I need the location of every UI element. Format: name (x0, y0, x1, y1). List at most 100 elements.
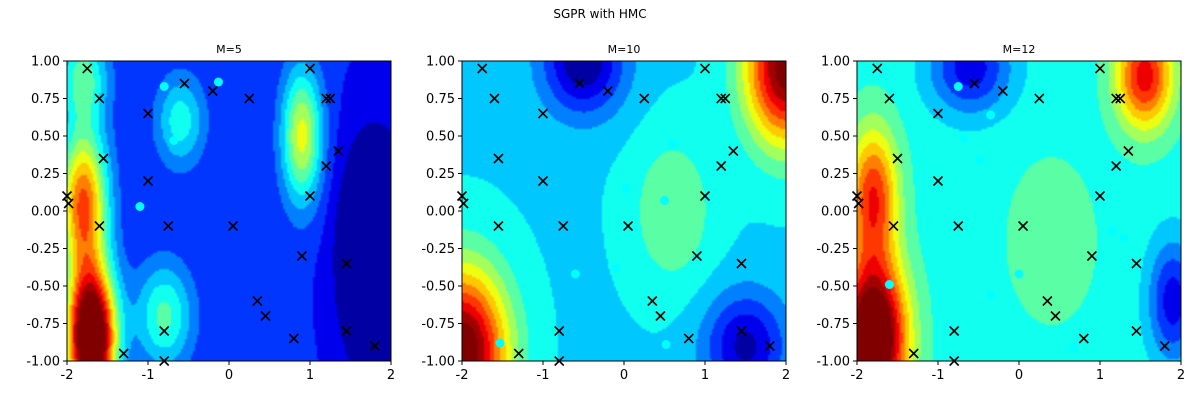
y-tick-label: 0.00 (426, 205, 455, 220)
data-point-marker (142, 175, 154, 187)
data-point-marker (537, 175, 549, 187)
y-tick-label: 0.50 (31, 130, 60, 145)
data-point-marker (853, 198, 864, 209)
subplot-2: M=10 -2 -1 0 1 2 -1.00 -0.75 -0.50 -0.25 0.00 0.25 0… (421, 43, 790, 383)
y-tick-label: -0.50 (421, 280, 455, 295)
y-tick-label: 0.00 (31, 205, 60, 220)
data-point-marker (1042, 295, 1053, 307)
data-point-marker (321, 160, 332, 172)
data-point-marker (908, 348, 919, 359)
x-tick-label: 1 (1096, 368, 1104, 383)
data-point-marker (639, 93, 650, 104)
subplot-panels: M=5 -2 -1 0 1 2 -1.00 -0.75 -0.50 -0.25 0.00 0.25 0.… (26, 43, 1185, 383)
data-point-marker (1034, 93, 1045, 104)
data-point-marker (699, 63, 711, 74)
data-point-marker (716, 93, 727, 104)
contour-field (67, 61, 391, 361)
data-point-marker (252, 295, 263, 307)
x-tick-label: 2 (387, 368, 395, 383)
x-tick-label: 1 (701, 368, 709, 383)
subplot-1: M=5 -2 -1 0 1 2 -1.00 -0.75 -0.50 -0.25 0.00 0.25 0.… (26, 43, 395, 383)
y-tick-label: 0.00 (821, 205, 850, 220)
data-point-marker (953, 220, 964, 232)
data-point-marker (94, 220, 105, 232)
inducing-point-marker (1068, 343, 1078, 352)
data-point-marker (691, 250, 702, 262)
data-point-marker (94, 93, 105, 104)
data-point-marker (728, 145, 739, 157)
data-point-marker (489, 93, 500, 104)
data-point-marker (537, 108, 549, 119)
data-point-marker (142, 108, 154, 119)
data-point-marker (260, 310, 271, 322)
y-tick-label: -1.00 (421, 355, 455, 370)
x-tick-label: -1 (537, 368, 550, 383)
y-tick-label: 0.75 (31, 92, 60, 107)
subplot-title: M=10 (608, 43, 641, 56)
data-point-marker (304, 190, 316, 202)
x-tick-label: 1 (306, 368, 314, 383)
inducing-point-marker (986, 290, 996, 300)
inducing-point-marker (159, 82, 169, 91)
data-point-marker (1131, 325, 1142, 337)
data-point-marker (244, 93, 255, 104)
inducing-point-marker (953, 82, 963, 91)
data-point-marker (997, 85, 1008, 97)
data-point-marker (1086, 250, 1097, 262)
data-point-marker (720, 93, 731, 104)
data-point-marker (1115, 93, 1126, 104)
data-point-marker (872, 63, 883, 74)
inducing-point-marker (975, 155, 985, 165)
data-point-marker (1111, 160, 1122, 172)
y-tick-label: -0.25 (421, 242, 455, 257)
x-tick-label: 0 (225, 368, 233, 383)
y-tick-label: -0.75 (421, 317, 455, 332)
data-point-marker (736, 258, 747, 269)
data-point-marker (493, 153, 504, 164)
data-point-marker (493, 220, 504, 232)
data-point-marker (1159, 340, 1170, 352)
y-tick-label: -0.25 (816, 242, 850, 257)
data-point-marker (288, 333, 299, 344)
data-point-marker (369, 340, 380, 352)
inducing-point-marker (1107, 226, 1117, 235)
inducing-point-marker (169, 136, 179, 145)
data-point-marker (888, 220, 899, 232)
data-point-marker (1123, 145, 1134, 157)
data-point-marker (325, 93, 336, 104)
inducing-point-marker (570, 269, 580, 279)
y-tick-label: 1.00 (426, 55, 455, 70)
subplot-title: M=12 (1003, 43, 1036, 56)
data-point-marker (321, 93, 332, 104)
data-point-marker (82, 63, 93, 74)
x-tick-label: -2 (851, 368, 864, 383)
data-point-marker (341, 325, 352, 337)
y-tick-label: -1.00 (816, 355, 850, 370)
data-point-marker (63, 198, 74, 209)
y-tick-label: -0.50 (26, 280, 60, 295)
y-tick-label: 0.50 (821, 130, 850, 145)
data-point-marker (163, 220, 174, 232)
data-point-marker (341, 258, 352, 269)
data-point-marker (932, 175, 944, 187)
y-tick-label: 1.00 (31, 55, 60, 70)
data-point-marker (159, 325, 170, 337)
x-tick-label: -1 (142, 368, 155, 383)
contour-field (462, 61, 786, 361)
inducing-point-marker (135, 202, 145, 211)
data-point-marker (622, 220, 634, 232)
data-point-marker (513, 348, 524, 359)
data-point-marker (683, 333, 694, 344)
data-point-marker (1050, 310, 1061, 322)
data-point-marker (932, 108, 944, 119)
data-point-marker (1131, 258, 1142, 269)
y-tick-label: 0.25 (31, 167, 60, 182)
inducing-point-marker (661, 340, 671, 349)
inducing-point-marker (668, 139, 678, 148)
y-tick-label: 0.75 (821, 92, 850, 107)
inducing-point-marker (959, 134, 969, 144)
inducing-point-marker (213, 77, 223, 87)
data-point-marker (892, 153, 903, 164)
y-tick-label: -0.50 (816, 280, 850, 295)
